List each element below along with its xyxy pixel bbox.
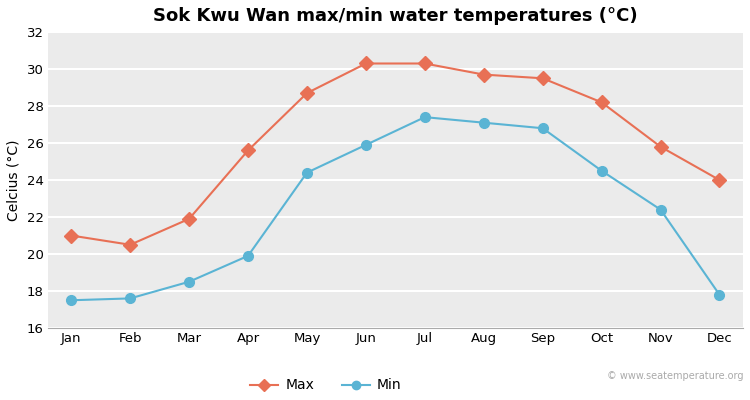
- Max: [597, 100, 606, 105]
- Line: Min: Min: [67, 112, 724, 305]
- Max: [715, 178, 724, 182]
- Min: [67, 298, 76, 303]
- Min: [126, 296, 135, 301]
- Text: © www.seatemperature.org: © www.seatemperature.org: [607, 371, 743, 381]
- Min: [715, 292, 724, 297]
- Max: [362, 61, 370, 66]
- Min: [538, 126, 548, 131]
- Min: [244, 254, 253, 258]
- Y-axis label: Celcius (°C): Celcius (°C): [7, 139, 21, 221]
- Line: Max: Max: [67, 59, 724, 250]
- Max: [302, 91, 311, 96]
- Max: [184, 216, 194, 221]
- Max: [126, 242, 135, 247]
- Title: Sok Kwu Wan max/min water temperatures (°C): Sok Kwu Wan max/min water temperatures (…: [153, 7, 638, 25]
- Min: [597, 168, 606, 173]
- Min: [362, 142, 370, 147]
- Legend: Max, Min: Max, Min: [245, 373, 406, 398]
- Min: [479, 120, 488, 125]
- Min: [656, 207, 665, 212]
- Min: [184, 279, 194, 284]
- Min: [420, 115, 429, 120]
- Max: [67, 233, 76, 238]
- Min: [302, 170, 311, 175]
- Max: [656, 144, 665, 149]
- Max: [420, 61, 429, 66]
- Max: [479, 72, 488, 77]
- Max: [244, 148, 253, 153]
- Max: [538, 76, 548, 81]
